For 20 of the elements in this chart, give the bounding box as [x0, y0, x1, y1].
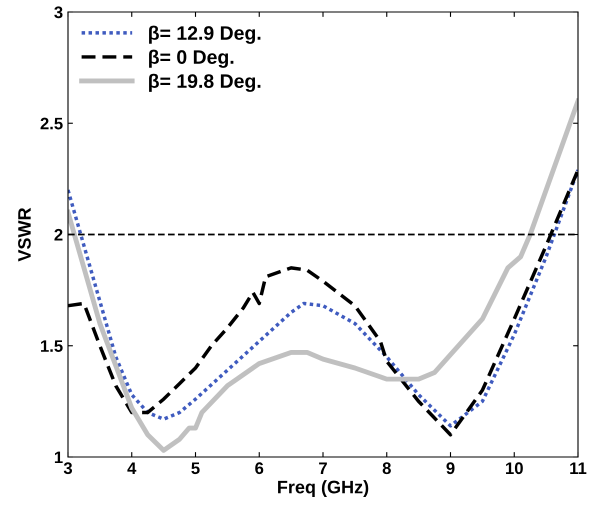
y-tick-label: 2.5 [40, 118, 63, 130]
x-tick-label: 9 [446, 462, 455, 474]
x-tick-label: 4 [127, 462, 136, 474]
x-axis-title: Freq (GHz) [278, 480, 368, 498]
y-tick-label: 3 [54, 6, 63, 18]
y-tick-label: 2 [54, 228, 62, 241]
x-tick-label: 5 [191, 462, 200, 474]
legend-label: β= 0 Deg. [149, 50, 234, 68]
x-tick-label: 8 [382, 462, 391, 474]
legend-label: β= 19.8 Deg. [149, 74, 260, 92]
line-series [68, 98, 578, 453]
x-tick-label: 7 [319, 462, 327, 474]
x-tick-label: 3 [64, 462, 72, 474]
x-tick-label: 11 [570, 462, 586, 474]
x-tick-label: 10 [506, 462, 523, 474]
y-axis-title: VSWR [18, 208, 31, 262]
y-tick-label: 1.5 [41, 340, 63, 352]
x-tick-label: 6 [255, 462, 264, 474]
y-tick-label: 1 [54, 452, 63, 464]
legend-label: β= 12.9 Deg. [149, 26, 260, 44]
